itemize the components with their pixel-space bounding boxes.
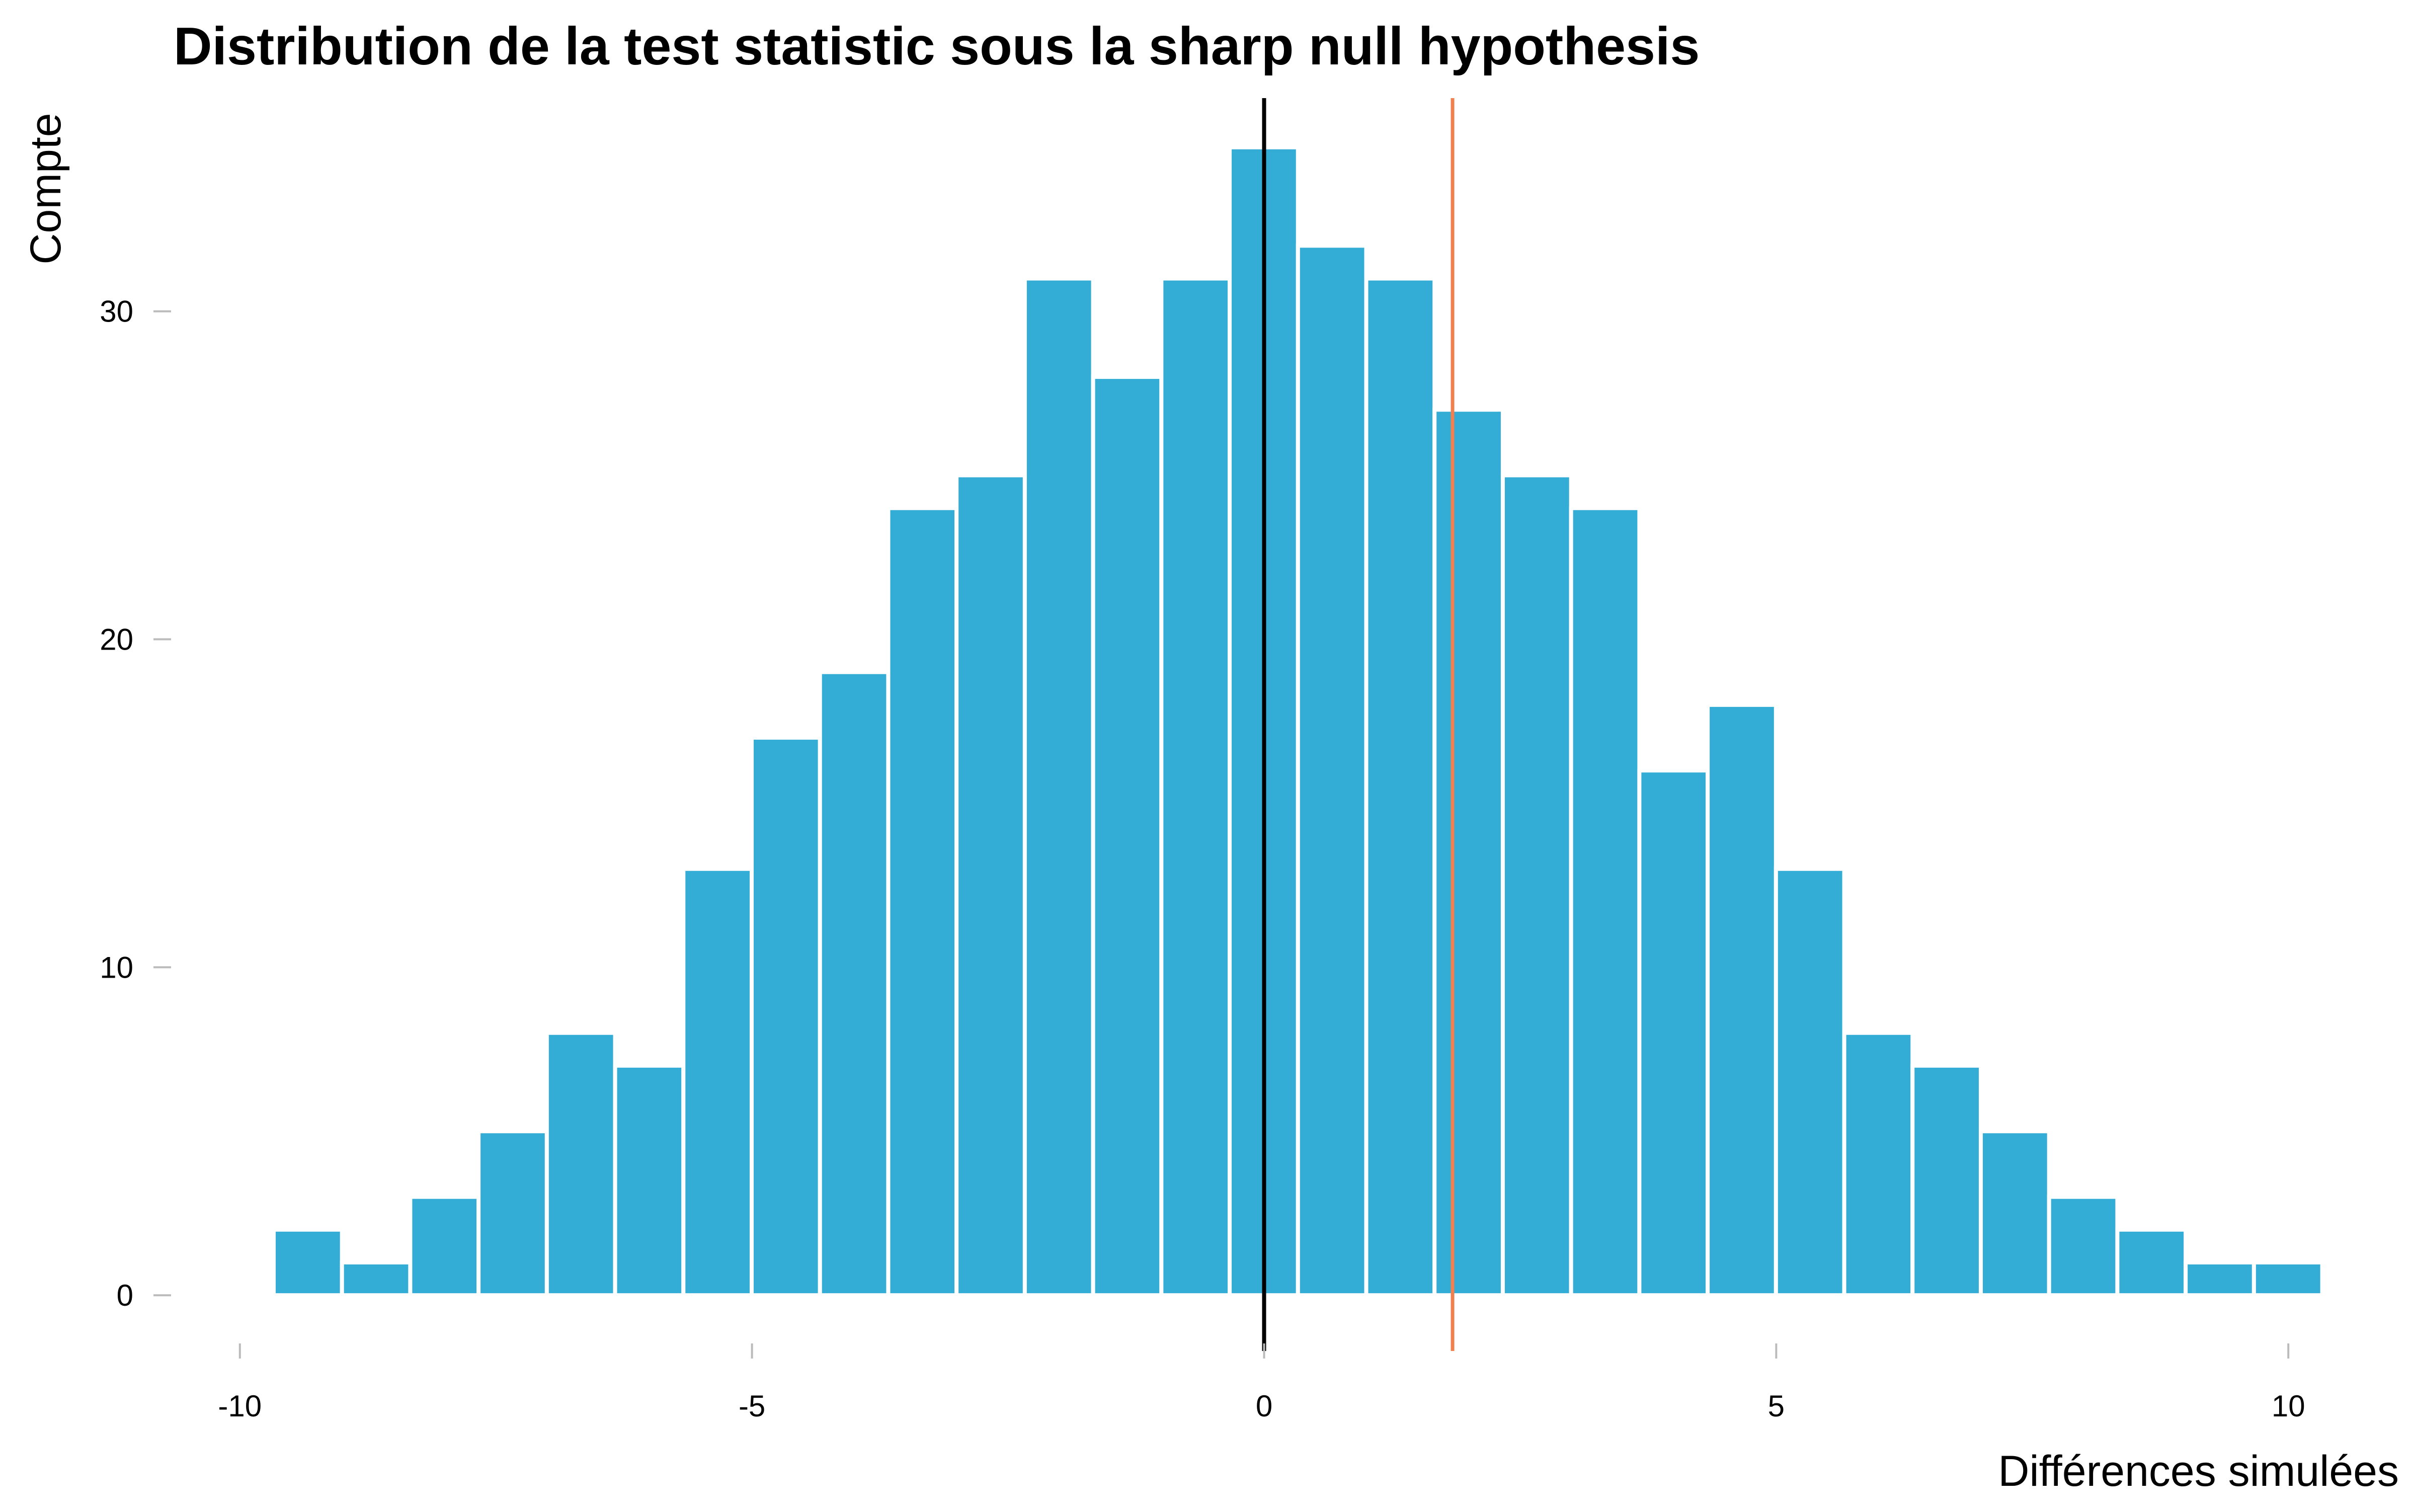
histogram-bar	[681, 866, 754, 1298]
histogram-bar	[1706, 702, 1778, 1298]
histogram-bar	[1296, 244, 1369, 1298]
histogram-bar	[1159, 276, 1232, 1298]
bars-layer	[271, 145, 2324, 1298]
histogram-bar	[1774, 866, 1846, 1298]
y-tick-label: 20	[100, 623, 133, 657]
histogram-bar	[1569, 506, 1642, 1298]
histogram-bar	[2184, 1260, 2256, 1298]
y-tick-label: 10	[100, 950, 133, 984]
histogram-bar	[408, 1195, 481, 1298]
histogram-bar	[271, 1227, 344, 1298]
histogram-bar	[818, 670, 891, 1298]
histogram-bar	[886, 506, 959, 1298]
histogram-bar	[2047, 1195, 2120, 1298]
histogram-bar	[2251, 1260, 2324, 1298]
histogram-bar	[1637, 768, 1710, 1298]
y-axis: 0 10 20 30	[100, 295, 171, 1312]
histogram-bar	[954, 473, 1027, 1298]
y-axis-label: Compte	[22, 113, 70, 264]
y-tick-label: 30	[100, 295, 133, 329]
histogram-bar	[340, 1260, 413, 1298]
x-tick-label: 10	[2272, 1389, 2305, 1423]
x-tick-label: 0	[1256, 1389, 1272, 1423]
x-tick-label: -5	[739, 1389, 765, 1423]
histogram-bar	[476, 1129, 549, 1298]
x-tick-label: 5	[1768, 1389, 1785, 1423]
histogram-bar	[1432, 408, 1505, 1298]
chart-title: Distribution de la test statistic sous l…	[174, 17, 1700, 76]
histogram-bar	[613, 1063, 686, 1298]
x-axis-label: Différences simulées	[1998, 1447, 2399, 1495]
x-axis: -10 -5 0 5 10	[218, 1343, 2305, 1423]
y-tick-label: 0	[117, 1279, 133, 1312]
x-tick-label: -10	[218, 1389, 262, 1423]
histogram-bar	[1364, 276, 1437, 1298]
histogram-bar	[1910, 1063, 1983, 1298]
histogram-bar	[1978, 1129, 2051, 1298]
histogram-bar	[750, 736, 822, 1298]
histogram-bar	[2115, 1227, 2188, 1298]
histogram-bar	[544, 1030, 617, 1298]
histogram-bar	[1091, 375, 1164, 1298]
histogram-bar	[1842, 1030, 1915, 1298]
reference-lines-layer	[1262, 98, 1455, 1351]
histogram-bar	[1500, 473, 1573, 1298]
histogram-bar	[1022, 276, 1095, 1298]
